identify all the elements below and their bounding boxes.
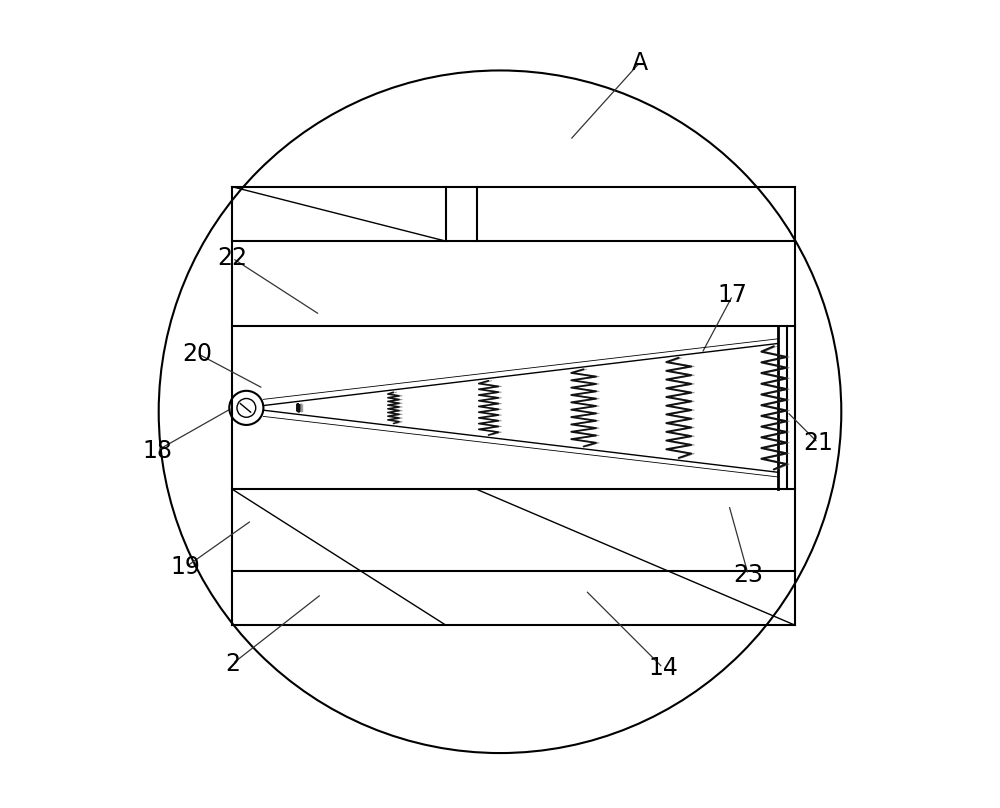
Text: 22: 22 xyxy=(217,246,247,270)
Text: 14: 14 xyxy=(648,656,678,680)
Text: 23: 23 xyxy=(733,562,763,587)
Text: 21: 21 xyxy=(803,431,833,455)
Text: 19: 19 xyxy=(171,555,201,579)
Text: 20: 20 xyxy=(182,342,212,365)
Text: 18: 18 xyxy=(142,439,172,462)
Text: A: A xyxy=(632,51,648,74)
Text: 17: 17 xyxy=(718,284,748,307)
Text: 2: 2 xyxy=(225,652,240,675)
